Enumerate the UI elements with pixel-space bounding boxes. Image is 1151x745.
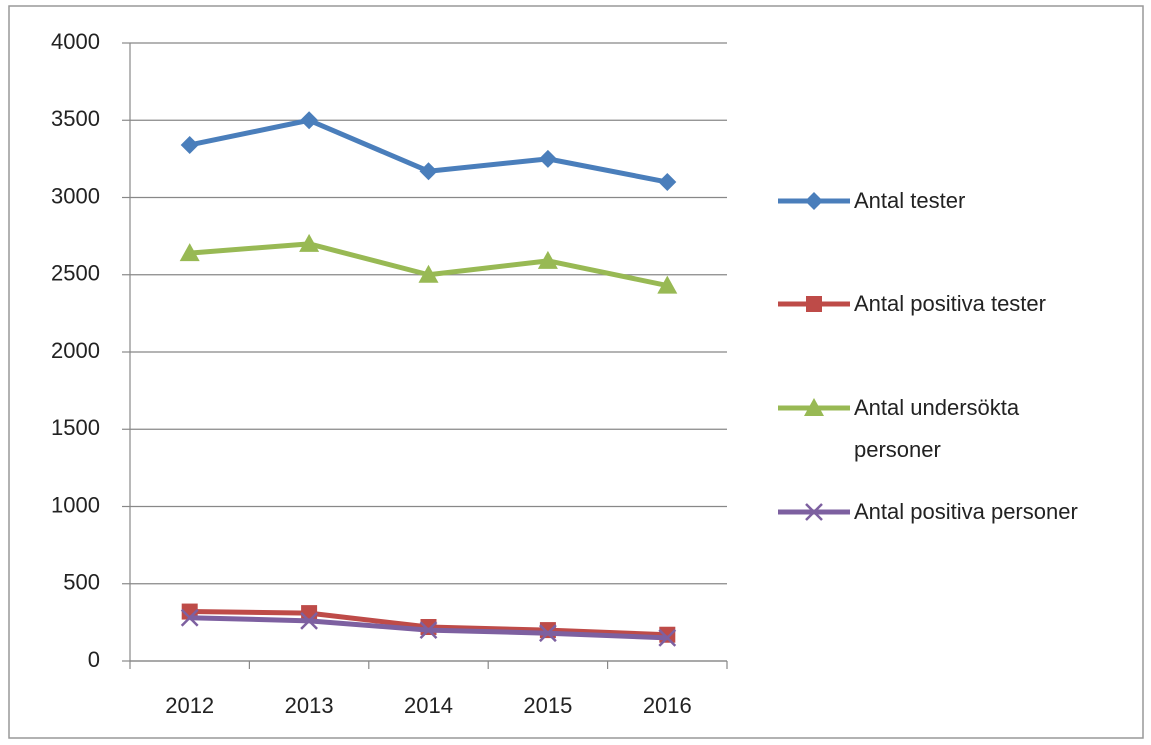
legend-item: Antal undersökta personer [778,387,1092,471]
legend-item: Antal positiva personer [778,491,1092,533]
y-tick-label: 0 [88,647,100,672]
legend-swatch [778,296,850,312]
y-tick-label: 2000 [51,338,100,363]
x-tick-label: 2016 [643,693,692,718]
marker [658,628,677,647]
marker [419,621,438,639]
marker [419,162,438,181]
chart-border [8,5,1144,739]
x-tick-label: 2012 [165,693,214,718]
marker [180,608,199,627]
y-tick-label: 2500 [51,261,100,286]
marker [537,250,558,269]
marker [299,233,320,252]
x-tick-label: 2013 [285,693,334,718]
x-tick-label: 2015 [523,693,572,718]
marker [539,624,557,643]
x-tick-label: 2014 [404,693,453,718]
marker [180,135,199,154]
marker [657,275,678,294]
marker [300,611,318,630]
marker [418,264,439,283]
y-tick-label: 3000 [51,183,100,208]
legend-label: Antal tester [854,188,966,213]
legend-label: Antal positiva personer [854,499,1078,524]
marker [806,296,822,312]
legend-swatch [778,398,850,416]
marker [805,192,823,210]
legend-label: Antal undersökta personer [854,395,1020,462]
y-tick-label: 500 [63,570,100,595]
y-tick-label: 1500 [51,415,100,440]
marker [805,503,823,521]
marker [179,243,200,262]
legend-item: Antal tester [778,180,1092,222]
marker [659,626,676,643]
legend-swatch [778,503,850,521]
marker [300,111,319,130]
marker [804,398,824,416]
legend-item: Antal positiva tester [778,283,1092,325]
legend-label: Antal positiva tester [854,291,1046,316]
y-tick-label: 4000 [51,29,100,54]
y-tick-label: 3500 [51,106,100,131]
legend-swatch [778,192,850,210]
marker [538,149,557,168]
marker [658,173,677,192]
y-tick-label: 1000 [51,492,100,517]
